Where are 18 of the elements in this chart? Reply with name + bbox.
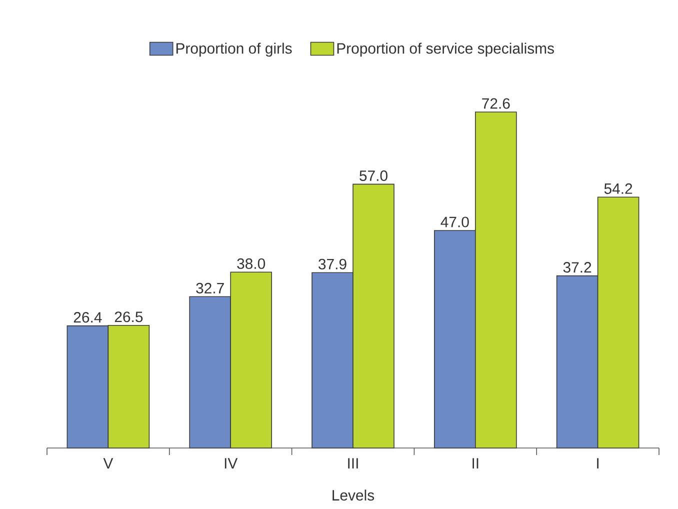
data-label: 32.7 [196, 282, 224, 294]
x-tick-label: III [348, 458, 358, 468]
data-label: 57.0 [360, 170, 388, 181]
x-tick-label: I [597, 458, 598, 468]
data-label: 26.4 [74, 312, 102, 323]
data-label: 38.0 [237, 258, 266, 269]
legend-label: Proportion of service specialisms [337, 42, 554, 57]
legend-label: Proportion of girls [176, 42, 292, 57]
data-label: 37.2 [563, 262, 592, 273]
data-label: 26.5 [114, 312, 143, 322]
x-tick-label: II [472, 458, 478, 468]
x-tick-label: V [103, 458, 114, 468]
data-label: 54.2 [604, 183, 632, 194]
x-tick-label: IV [224, 458, 238, 468]
data-label: 72.6 [482, 98, 510, 109]
x-axis-title: Levels [332, 490, 374, 501]
data-label: 47.0 [440, 216, 469, 228]
data-label: 37.9 [318, 258, 346, 270]
